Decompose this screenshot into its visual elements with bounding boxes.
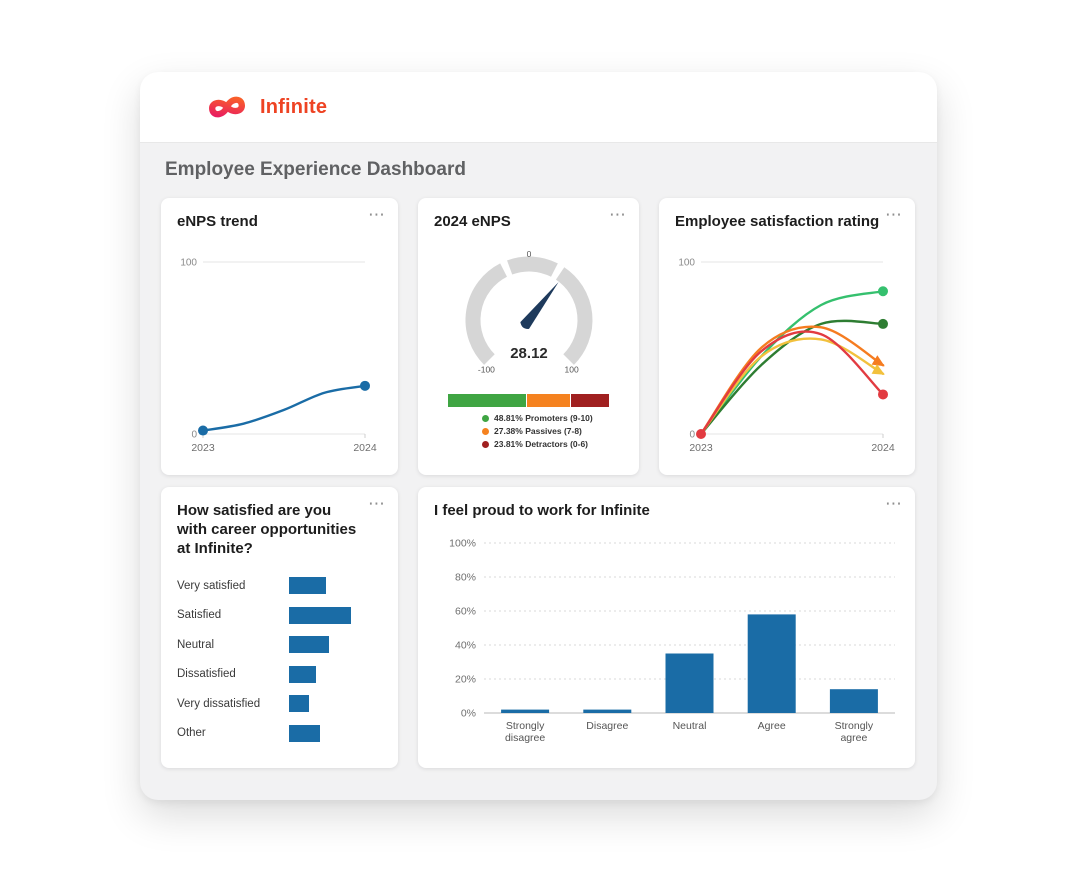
svg-text:2023: 2023 — [689, 442, 713, 454]
hbar-category-label: Very dissatisfied — [177, 697, 261, 710]
card-career-satisfaction: How satisfied are you with career opport… — [161, 487, 398, 768]
card-title: Employee satisfaction rating — [675, 213, 880, 230]
enps-trend-chart: 0 100 2023 2024 — [173, 252, 385, 466]
hbar-row: Very dissatisfied — [177, 689, 386, 719]
svg-text:80%: 80% — [455, 572, 476, 584]
hbar-row: Very satisfied — [177, 571, 386, 601]
svg-text:2024: 2024 — [353, 442, 377, 454]
card-title: 2024 eNPS — [434, 213, 511, 230]
satisfaction-rating-chart: 0 100 2023 2024 — [671, 252, 903, 466]
proud_to_work-svg: 0% 20% 40% 60% 80% 100% Strongly disagree Disagr… — [449, 538, 895, 744]
gauge-needle — [520, 282, 559, 329]
legend-dot-icon — [482, 440, 489, 448]
more-options-icon[interactable]: ⋯ — [885, 205, 903, 224]
legend-label: 48.81% Promoters (9-10) — [494, 413, 593, 423]
app-header: Infinite — [140, 72, 937, 143]
hbar-bar — [289, 606, 351, 624]
vbar-bar — [747, 614, 796, 713]
card-title: How satisfied are you with career opport… — [177, 502, 357, 557]
card-title: eNPS trend — [177, 213, 258, 230]
hbar-category-label: Neutral — [177, 638, 215, 651]
hbar-row: Dissatisfied — [177, 660, 386, 690]
card-2024-enps: 2024 eNPS ⋯ -100 0 100 28.12 48.81% Promote… — [418, 198, 639, 475]
hbar-row: Satisfied — [177, 601, 386, 631]
enps_gauge-svg: -100 0 100 28.12 — [465, 249, 593, 375]
vbar-bar — [501, 709, 550, 713]
more-options-icon[interactable]: ⋯ — [368, 494, 386, 513]
hbar-bar — [289, 724, 320, 742]
hbar-bar — [289, 577, 327, 595]
card-enps-trend: eNPS trend ⋯ 0 100 2023 2024 — [161, 198, 398, 475]
svg-text:100: 100 — [678, 258, 695, 269]
card-proud-to-work: I feel proud to work for Infinite ⋯ 0% 20… — [418, 487, 915, 768]
page-title: Employee Experience Dashboard — [165, 159, 466, 180]
more-options-icon[interactable]: ⋯ — [368, 205, 386, 224]
card-title: I feel proud to work for Infinite — [434, 502, 650, 519]
svg-text:100: 100 — [180, 258, 197, 269]
hbar-row: Neutral — [177, 630, 386, 660]
gauge-legend-item: 27.38% Passives (7-8) — [482, 426, 593, 436]
svg-text:100%: 100% — [449, 538, 476, 550]
hbar-row: Other — [177, 719, 386, 749]
more-options-icon[interactable]: ⋯ — [885, 494, 903, 513]
svg-text:-100: -100 — [478, 365, 495, 375]
vbar-bar — [829, 689, 878, 713]
gauge-stack-segment — [571, 394, 609, 407]
svg-text:Agree: Agree — [758, 720, 786, 732]
career-satisfaction-chart: Very satisfied Satisfied Neutral Dissatisfi… — [177, 571, 386, 748]
svg-text:Disagree: Disagree — [586, 720, 628, 732]
enps-gauge-chart: -100 0 100 28.12 — [434, 236, 624, 388]
more-options-icon[interactable]: ⋯ — [609, 205, 627, 224]
enps_trend-svg: 0 100 2023 2024 — [180, 258, 377, 455]
legend-label: 27.38% Passives (7-8) — [494, 426, 582, 436]
svg-text:60%: 60% — [455, 606, 476, 618]
svg-text:0: 0 — [527, 249, 532, 259]
gauge-legend-item: 23.81% Detractors (0-6) — [482, 439, 593, 449]
svg-text:40%: 40% — [455, 640, 476, 652]
vbar-bar — [665, 653, 714, 713]
svg-text:20%: 20% — [455, 674, 476, 686]
gauge-stack-segment — [526, 394, 571, 407]
svg-text:Neutral: Neutral — [673, 720, 707, 732]
dashboard-panel: Infinite Employee Experience Dashboard e… — [140, 72, 937, 800]
brand-name: Infinite — [260, 95, 328, 118]
svg-text:0: 0 — [689, 430, 695, 441]
hbar-bar — [289, 665, 317, 683]
gauge-legend-item: 48.81% Promoters (9-10) — [482, 413, 593, 423]
svg-text:0%: 0% — [461, 708, 476, 720]
vbar-bar — [583, 709, 632, 713]
gauge-stack-segment — [448, 394, 526, 407]
infinity-logo-icon — [204, 92, 250, 122]
svg-text:2023: 2023 — [191, 442, 215, 454]
gauge-legend: 48.81% Promoters (9-10) 27.38% Passives (… — [482, 413, 593, 452]
brand-logo[interactable]: Infinite — [204, 92, 327, 122]
hbar-category-label: Satisfied — [177, 609, 222, 622]
hbar-category-label: Dissatisfied — [177, 668, 236, 681]
hbar-bar — [289, 695, 309, 713]
satisfaction_rating-svg: 0 100 2023 2024 — [678, 258, 895, 455]
legend-dot-icon — [482, 414, 489, 422]
legend-label: 23.81% Detractors (0-6) — [494, 439, 589, 449]
legend-dot-icon — [482, 427, 489, 435]
hbar-category-label: Other — [177, 727, 206, 740]
svg-text:0: 0 — [191, 430, 197, 441]
svg-text:28.12: 28.12 — [510, 345, 548, 362]
proud-to-work-chart: 0% 20% 40% 60% 80% 100% Strongly disagree Disagr… — [432, 535, 899, 759]
hbar-bar — [289, 636, 329, 654]
svg-text:2024: 2024 — [871, 442, 895, 454]
svg-text:100: 100 — [564, 365, 578, 375]
hbar-category-label: Very satisfied — [177, 579, 246, 592]
card-satisfaction-rating: Employee satisfaction rating ⋯ 0 100 2023 2… — [659, 198, 915, 475]
gauge-stacked-bar — [448, 394, 609, 407]
